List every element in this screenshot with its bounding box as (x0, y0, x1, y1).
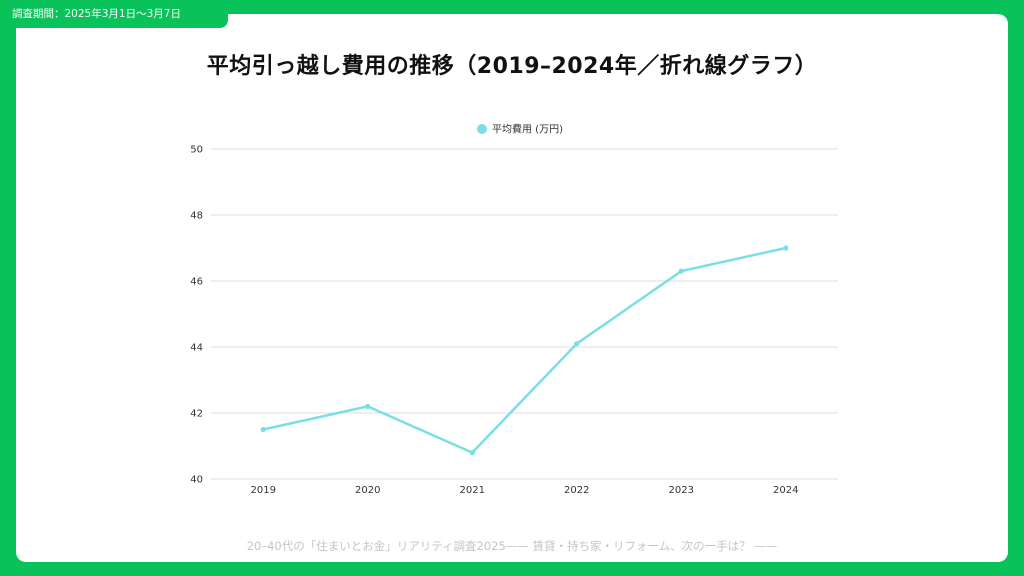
y-tick-label: 50 (190, 145, 203, 156)
y-tick-label: 40 (190, 475, 203, 486)
data-point[interactable] (783, 245, 789, 251)
y-tick-label: 44 (190, 343, 203, 354)
data-point[interactable] (260, 426, 266, 433)
data-point[interactable] (469, 450, 475, 456)
x-tick-label: 2019 (251, 485, 276, 496)
legend-swatch (477, 124, 487, 134)
x-tick-label: 2020 (355, 485, 380, 496)
data-point[interactable] (574, 341, 580, 347)
x-tick-label: 2021 (460, 485, 485, 496)
x-tick-label: 2024 (773, 485, 798, 496)
chart-title: 平均引っ越し費用の推移（2019–2024年／折れ線グラフ） (206, 54, 818, 79)
series-line (262, 246, 787, 454)
data-point[interactable] (678, 268, 684, 274)
y-tick-label: 42 (190, 409, 203, 420)
legend-label: 平均費用 (万円) (492, 123, 563, 136)
survey-period-badge: 調査期間：2025年3月1日〜3月7日 (0, 0, 228, 28)
y-tick-label: 48 (190, 211, 203, 222)
x-tick-label: 2022 (564, 485, 589, 496)
footer-caption: 20–40代の「住まいとお金」リアリティ調査2025—— 賃貸・持ち家・リフォー… (246, 539, 778, 553)
x-tick-label: 2023 (669, 485, 694, 496)
data-point[interactable] (365, 403, 371, 409)
y-tick-label: 46 (190, 277, 203, 288)
content-panel (16, 14, 1008, 562)
